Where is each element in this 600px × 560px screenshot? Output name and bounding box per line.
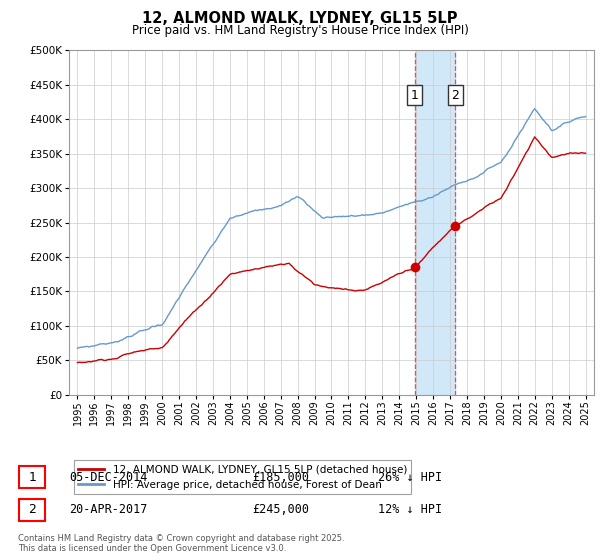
Text: 05-DEC-2014: 05-DEC-2014 (69, 470, 148, 484)
Text: 1: 1 (411, 88, 419, 102)
Text: Contains HM Land Registry data © Crown copyright and database right 2025.
This d: Contains HM Land Registry data © Crown c… (18, 534, 344, 553)
Legend: 12, ALMOND WALK, LYDNEY, GL15 5LP (detached house), HPI: Average price, detached: 12, ALMOND WALK, LYDNEY, GL15 5LP (detac… (74, 460, 411, 494)
Bar (415, 50, 455, 395)
Text: 12, ALMOND WALK, LYDNEY, GL15 5LP: 12, ALMOND WALK, LYDNEY, GL15 5LP (142, 11, 458, 26)
Text: 2: 2 (451, 88, 459, 102)
FancyBboxPatch shape (19, 466, 46, 488)
Text: 2: 2 (28, 503, 37, 516)
Text: £185,000: £185,000 (252, 470, 309, 484)
FancyBboxPatch shape (19, 498, 46, 521)
Text: 1: 1 (28, 470, 37, 484)
Text: 20-APR-2017: 20-APR-2017 (69, 503, 148, 516)
Text: 12% ↓ HPI: 12% ↓ HPI (378, 503, 442, 516)
Text: 26% ↓ HPI: 26% ↓ HPI (378, 470, 442, 484)
Text: Price paid vs. HM Land Registry's House Price Index (HPI): Price paid vs. HM Land Registry's House … (131, 24, 469, 36)
Text: £245,000: £245,000 (252, 503, 309, 516)
